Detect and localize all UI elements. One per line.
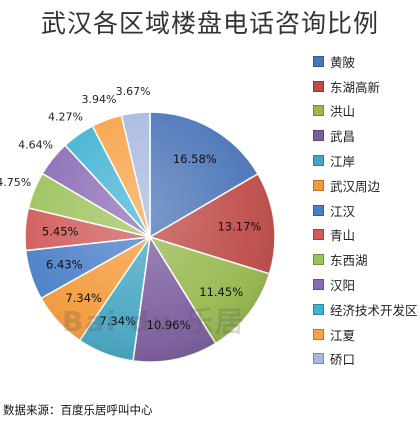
legend-label: 武昌 <box>330 129 356 145</box>
legend-swatch <box>313 328 324 340</box>
legend-swatch <box>313 80 324 92</box>
slice-label-12: 3.67% <box>116 85 151 98</box>
legend-item-9: 汉阳 <box>313 272 420 297</box>
slice-label-2: 11.45% <box>199 285 243 299</box>
legend-label: 江夏 <box>330 327 356 343</box>
legend-item-0: 黄陂 <box>313 49 420 74</box>
legend-label: 江岸 <box>330 154 356 170</box>
legend: 黄陂东湖高新洪山武昌江岸武汉周边江汉青山东西湖汉阳经济技术开发区 江夏硚口 <box>313 49 420 371</box>
legend-item-3: 武昌 <box>313 123 420 148</box>
legend-swatch <box>313 130 324 142</box>
legend-item-5: 武汉周边 <box>313 173 420 198</box>
legend-swatch <box>313 155 324 167</box>
slice-label-1: 13.17% <box>217 220 261 234</box>
legend-swatch <box>313 204 324 216</box>
legend-item-1: 东湖高新 <box>313 74 420 99</box>
slice-label-6: 6.43% <box>46 258 83 272</box>
legend-item-2: 洪山 <box>313 99 420 124</box>
source-note: 数据来源：百度乐居呼叫中心 <box>3 403 153 417</box>
watermark: Bai du 乐居 <box>62 305 246 338</box>
legend-swatch <box>313 55 324 67</box>
legend-swatch <box>313 105 324 117</box>
slice-label-5: 7.34% <box>65 291 102 305</box>
slice-label-4: 7.34% <box>99 314 136 328</box>
legend-swatch <box>313 229 324 241</box>
legend-item-8: 东西湖 <box>313 247 420 272</box>
legend-item-11: 江夏 <box>313 322 420 347</box>
slice-label-3: 10.96% <box>147 318 191 332</box>
legend-label: 东西湖 <box>330 253 368 269</box>
slice-label-10: 4.27% <box>48 111 83 124</box>
slice-label-9: 4.64% <box>18 139 53 152</box>
legend-swatch <box>313 353 324 365</box>
legend-label: 青山 <box>330 228 356 244</box>
slice-label-11: 3.94% <box>82 93 117 106</box>
legend-label: 武汉周边 <box>330 178 381 194</box>
legend-swatch <box>313 279 324 291</box>
legend-label: 黄陂 <box>330 54 356 70</box>
legend-item-7: 青山 <box>313 223 420 248</box>
legend-item-10: 经济技术开发区 <box>313 297 420 322</box>
chart-title: 武汉各区域楼盘电话咨询比例 <box>40 9 379 38</box>
slice-label-0: 16.58% <box>173 152 217 166</box>
legend-swatch <box>313 303 324 315</box>
legend-item-6: 江汉 <box>313 198 420 223</box>
slice-label-8: 4.75% <box>0 176 31 189</box>
legend-label: 江汉 <box>330 203 356 219</box>
legend-swatch <box>313 254 324 266</box>
legend-label: 洪山 <box>330 104 356 120</box>
slice-label-7: 5.45% <box>42 224 79 238</box>
legend-label: 经济技术开发区 <box>330 302 418 318</box>
legend-label: 汉阳 <box>330 278 356 294</box>
legend-label: 东湖高新 <box>330 79 381 95</box>
legend-item-12: 硚口 <box>313 347 420 372</box>
legend-swatch <box>313 179 324 191</box>
legend-item-4: 江岸 <box>313 148 420 173</box>
legend-label: 硚口 <box>330 352 356 368</box>
